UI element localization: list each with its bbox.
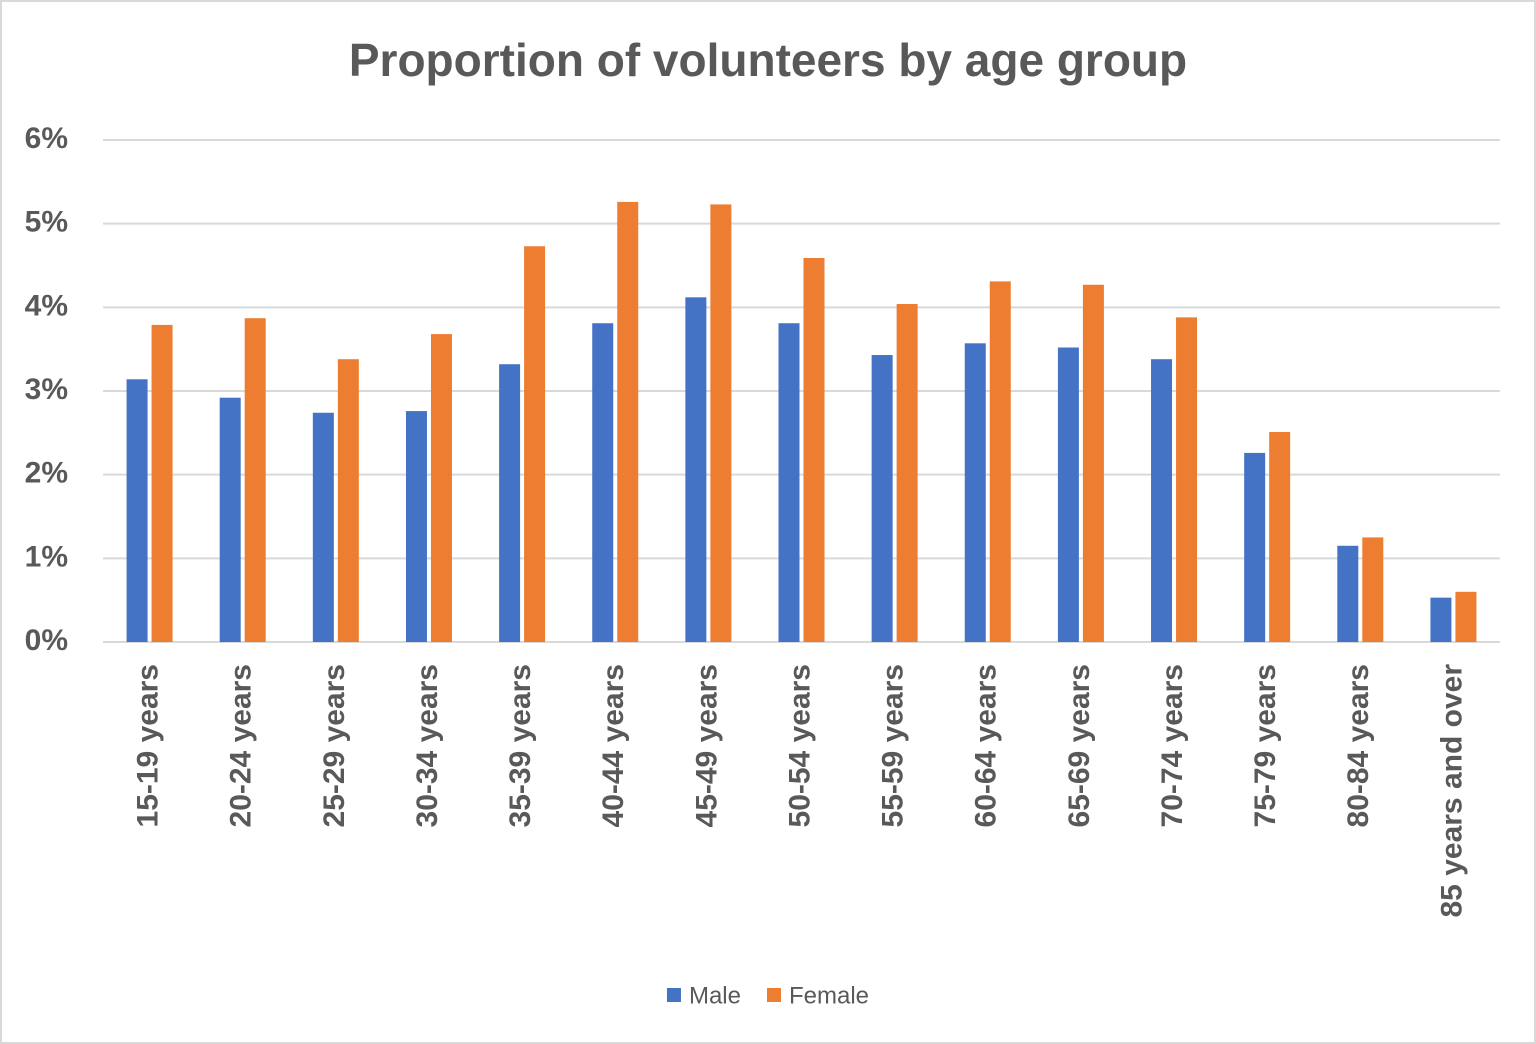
- y-tick-label: 1%: [25, 540, 68, 573]
- x-tick-label: 65-69 years: [1063, 664, 1096, 827]
- bar: [244, 318, 266, 642]
- x-tick-label: 85 years and over: [1435, 664, 1468, 918]
- x-tick-label: 35-39 years: [504, 664, 537, 827]
- x-tick-label: 75-79 years: [1249, 664, 1282, 827]
- y-tick-label: 4%: [25, 289, 68, 322]
- x-tick-label: 15-19 years: [131, 664, 164, 827]
- bar: [1057, 347, 1079, 642]
- bar: [592, 323, 614, 642]
- bar: [405, 411, 427, 642]
- bar: [778, 323, 800, 642]
- bar: [1151, 359, 1173, 642]
- y-tick-label: 2%: [25, 457, 68, 490]
- legend-swatch: [666, 988, 681, 1002]
- bar: [337, 359, 359, 642]
- y-tick-label: 6%: [25, 122, 68, 155]
- bar: [1430, 597, 1452, 642]
- legend-swatch: [767, 988, 781, 1002]
- x-tick-label: 45-49 years: [690, 664, 723, 827]
- legend-label: Female: [789, 982, 869, 1009]
- legend-label: Male: [689, 982, 741, 1009]
- y-tick-label: 5%: [25, 206, 68, 239]
- bar: [151, 324, 173, 642]
- bar: [896, 303, 918, 642]
- y-tick-label: 3%: [25, 373, 68, 406]
- x-tick-label: 20-24 years: [225, 664, 258, 827]
- bar: [1176, 317, 1198, 642]
- bar: [126, 379, 148, 642]
- bar: [1337, 545, 1359, 642]
- bar: [1244, 452, 1266, 642]
- y-tick-label: 0%: [25, 624, 68, 657]
- bar: [871, 355, 893, 642]
- bar: [1455, 591, 1477, 642]
- x-tick-label: 55-59 years: [877, 664, 910, 827]
- x-tick-label: 50-54 years: [783, 664, 816, 827]
- bar: [617, 201, 639, 642]
- legend: Male Female: [666, 982, 869, 1009]
- bar: [964, 343, 986, 642]
- bar: [499, 364, 521, 642]
- bar: [219, 397, 241, 642]
- bar: [710, 204, 732, 642]
- x-tick-label: 60-64 years: [970, 664, 1003, 827]
- bar: [685, 297, 707, 642]
- x-tick-label: 40-44 years: [597, 664, 630, 827]
- bar: [312, 412, 334, 642]
- bar: [524, 246, 546, 643]
- bar: [989, 281, 1011, 642]
- chart-title: Proportion of volunteers by age group: [349, 34, 1187, 86]
- x-tick-label: 30-34 years: [411, 664, 444, 827]
- bar: [430, 334, 452, 642]
- x-tick-label: 25-29 years: [318, 664, 351, 827]
- x-tick-label: 80-84 years: [1342, 664, 1375, 827]
- bar: [803, 257, 825, 642]
- bar: [1082, 284, 1104, 642]
- bar: [1362, 537, 1384, 642]
- bar: [1269, 431, 1291, 642]
- x-tick-label: 70-74 years: [1156, 664, 1189, 827]
